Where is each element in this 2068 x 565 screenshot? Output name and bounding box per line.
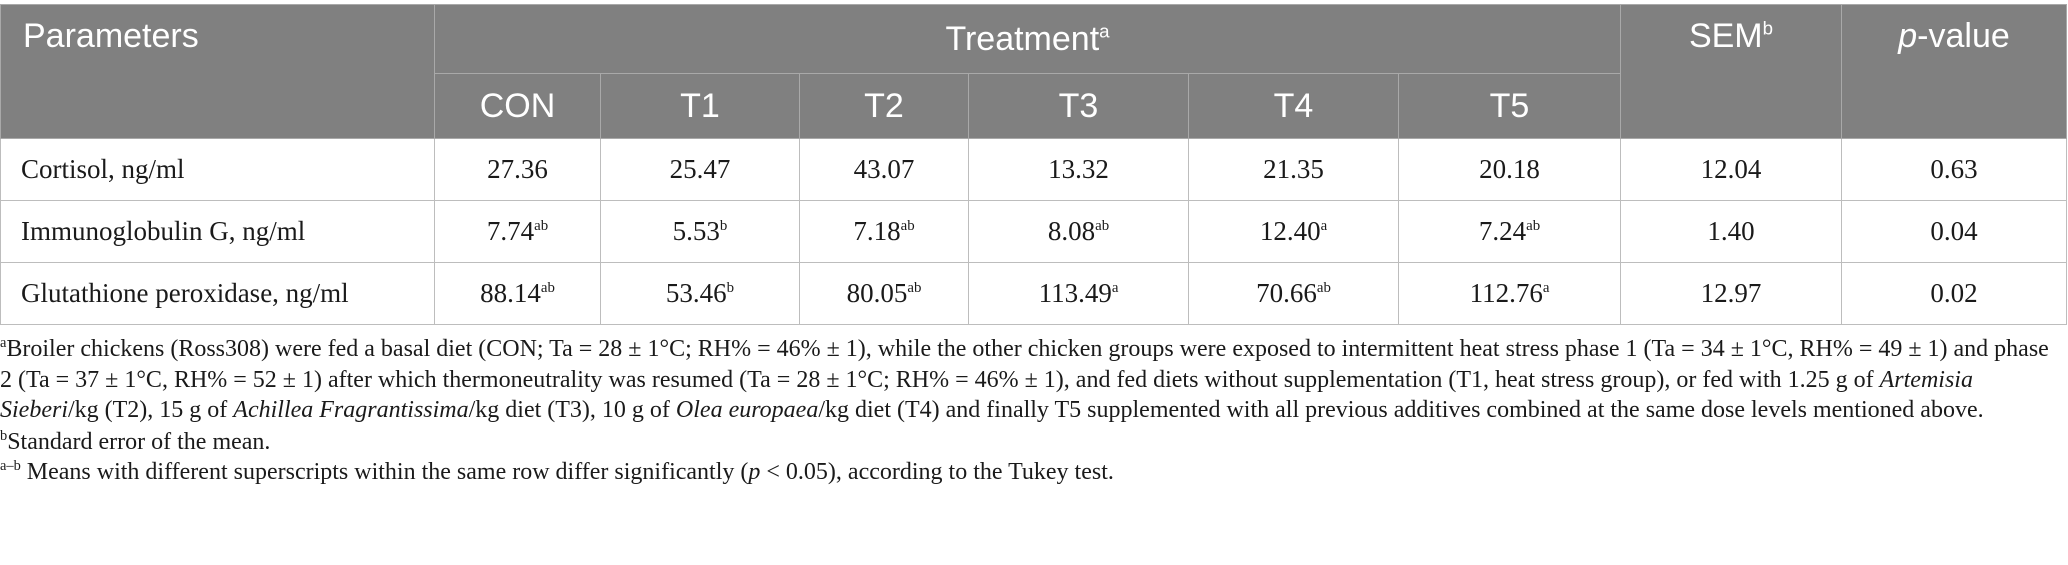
col-header-t5: T5 [1398,73,1621,139]
cell-value: 27.36 [487,154,548,184]
col-header-treatment-label: Treatment [945,19,1100,58]
col-header-t3: T3 [968,73,1189,139]
cell-value: 13.32 [1048,154,1109,184]
footnote-a-species-3: Olea europaea [675,397,819,423]
row-label-immunoglobulin: Immunoglobulin G, ng/ml [0,200,435,263]
table-cell: 8.08ab [968,200,1189,263]
table-cell: 20.18 [1398,138,1621,201]
footnote-a-mark: a [0,335,7,351]
sem-cell: 12.04 [1620,138,1842,201]
cell-superscript: ab [907,280,922,296]
sem-footnote-mark: b [1762,17,1774,39]
col-header-sem: SEMb [1620,4,1842,139]
cell-value: 7.74 [486,216,535,246]
cell-superscript: ab [1095,218,1110,234]
p-value-cell: 0.02 [1841,262,2067,325]
row-label-glutathione: Glutathione peroxidase, ng/ml [0,262,435,325]
table-cell: 13.32 [968,138,1189,201]
table-cell: 70.66ab [1188,262,1399,325]
cell-value: 5.53 [672,216,720,246]
row-label-cortisol: Cortisol, ng/ml [0,138,435,201]
table-cell: 112.76a [1398,262,1621,325]
footnote-b: bStandard error of the mean. [0,427,2060,458]
p-value-label: -value [1917,17,2010,55]
cell-value: 7.24 [1478,216,1527,246]
cell-superscript: a [1111,280,1119,296]
cell-superscript: ab [900,218,915,234]
table-cell: 21.35 [1188,138,1399,201]
p-value-cell: 0.04 [1841,200,2067,263]
cell-superscript: ab [1316,280,1331,296]
col-header-t4: T4 [1188,73,1399,139]
p-value-cell: 0.63 [1841,138,2067,201]
table-cell: 27.36 [434,138,601,201]
table-cell: 7.74ab [434,200,601,263]
table-cell: 5.53b [600,200,800,263]
col-header-parameters-label: Parameters [23,17,199,55]
cell-value: 25.47 [669,154,731,184]
footnote-ab-text: Means with different superscripts within… [20,459,749,485]
sem-cell: 1.40 [1620,200,1842,263]
results-table: Parameters Treatmenta SEMb p-value CON T… [0,4,2067,325]
cell-superscript: a [1542,280,1550,296]
col-header-sem-label: SEM [1688,17,1763,55]
table-cell: 7.24ab [1398,200,1621,263]
footnote-b-text: Standard error of the mean. [7,428,271,455]
cell-superscript: b [719,218,728,234]
table-row: Cortisol, ng/ml 27.36 25.47 43.07 13.32 … [0,138,2067,201]
footnote-b-mark: b [0,427,8,444]
cell-superscript: ab [1526,218,1541,234]
cell-value: 70.66 [1256,278,1317,308]
footnote-a-text: /kg diet (T4) and finally T5 supplemente… [818,397,1984,423]
col-header-p-value: p-value [1841,4,2067,139]
cell-value: 8.08 [1047,216,1096,246]
p-italic: p [1898,17,1918,55]
footnote-ab-mark: a–b [0,458,21,474]
table-row: Immunoglobulin G, ng/ml 7.74ab 5.53b 7.1… [0,200,2067,263]
footnote-ab: a–b Means with different superscripts wi… [0,457,2060,488]
cell-value: 21.35 [1263,154,1324,184]
col-header-con: CON [434,73,601,139]
col-header-t2: T2 [799,73,969,139]
footnote-a-text: Broiler chickens (Ross308) were fed a ba… [0,336,2049,393]
table-cell: 43.07 [799,138,969,201]
cell-superscript: ab [534,218,549,234]
table-row: Glutathione peroxidase, ng/ml 88.14ab 53… [0,262,2067,325]
cell-value: 53.46 [665,278,727,308]
cell-value: 88.14 [480,278,541,308]
cell-superscript: a [1320,218,1328,234]
footnote-a-text: /kg diet (T3), 10 g of [468,397,676,423]
table-cell: 113.49a [968,262,1189,325]
cell-value: 20.18 [1479,154,1540,184]
col-header-parameters: Parameters [0,4,435,139]
cell-superscript: b [726,280,735,296]
cell-value: 43.07 [853,154,915,184]
footnote-ab-text: < 0.05), according to the Tukey test. [760,459,1114,485]
header-row-2: CON T1 T2 T3 T4 T5 [1,73,2067,139]
cell-value: 113.49 [1038,278,1112,308]
cell-value: 112.76 [1469,278,1543,308]
footnote-a-species-2: Achillea Fragrantissima [233,397,469,423]
treatment-footnote-mark: a [1099,20,1110,42]
cell-superscript: ab [540,280,555,296]
header-row-1: Parameters Treatmenta SEMb p-value [0,4,2067,139]
cell-value: 12.40 [1259,216,1321,246]
cell-value: 80.05 [846,278,908,308]
footnote-a-text: /kg (T2), 15 g of [67,397,234,423]
table-cell: 80.05ab [799,262,969,325]
footnote-a-species-1: Artemisia Sieberi [0,366,1973,424]
sem-cell: 12.97 [1620,262,1842,325]
table-cell: 12.40a [1188,200,1399,263]
table-footnotes: aBroiler chickens (Ross308) were fed a b… [0,334,2060,488]
cell-value: 7.18 [853,216,901,246]
col-header-treatment: Treatmenta [434,4,1621,74]
table-cell: 53.46b [600,262,800,325]
table-cell: 88.14ab [434,262,601,325]
table-cell: 25.47 [600,138,800,201]
footnote-ab-p: p [748,459,761,485]
footnote-a: aBroiler chickens (Ross308) were fed a b… [0,334,2060,426]
table-cell: 7.18ab [799,200,969,263]
col-header-t1: T1 [600,73,800,139]
